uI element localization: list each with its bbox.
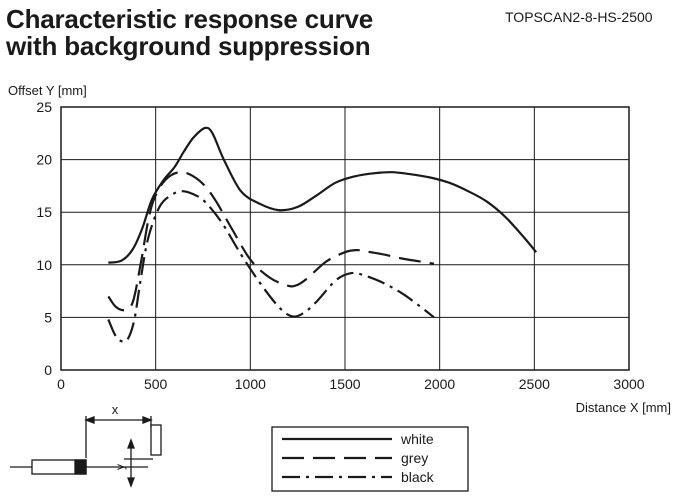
legend-label-white: white — [400, 431, 434, 447]
series-line-white — [108, 126, 538, 264]
x-axis-label: Distance X [mm] — [576, 400, 671, 415]
legend-box — [271, 426, 469, 492]
y-tick-label: 20 — [36, 152, 52, 168]
x-tick-label: 0 — [57, 376, 65, 392]
y-tick-label: 10 — [36, 257, 52, 273]
distance-x-symbol: x — [112, 402, 119, 417]
x-tick-label: 1000 — [235, 376, 266, 392]
plot-frame — [60, 106, 630, 371]
offset-y-symbol: y — [113, 464, 127, 470]
series-lines — [107, 126, 538, 343]
title-line-2: with background suppression — [6, 31, 371, 61]
x-tick-label: 500 — [144, 376, 168, 392]
x-tick-label: 1500 — [329, 376, 360, 392]
model-code: TOPSCAN2-8-HS-2500 — [505, 9, 653, 25]
sensor-lens — [74, 459, 87, 475]
y-tick-label: 15 — [36, 204, 52, 220]
tick-labels: 0 500 1000 1500 2000 2500 3000 0 5 10 15 20 25 — [36, 99, 644, 392]
title-line-1: Characteristic response curve — [6, 4, 374, 34]
series-line-grey — [107, 171, 435, 312]
chart-title: Characteristic response curve with backg… — [6, 6, 373, 60]
y-tick-label: 5 — [44, 309, 52, 325]
legend-label-black: black — [401, 469, 435, 485]
legend-label-grey: grey — [401, 450, 428, 466]
offset-arrow-up — [127, 438, 135, 449]
offset-arrow-down — [127, 477, 135, 488]
sensor-diagram — [10, 416, 162, 488]
dimension-arrow-right — [142, 416, 153, 424]
y-tick-label: 0 — [44, 362, 52, 378]
target-object — [150, 424, 162, 456]
grid — [61, 107, 629, 370]
series-line-black — [107, 190, 435, 343]
y-axis-label: Offset Y [mm] — [8, 83, 87, 98]
dimension-arrow-left — [84, 416, 95, 424]
x-tick-label: 2500 — [519, 376, 550, 392]
x-tick-label: 3000 — [613, 376, 644, 392]
legend: white grey black — [271, 426, 469, 492]
y-tick-label: 25 — [36, 99, 52, 115]
x-tick-label: 2000 — [424, 376, 455, 392]
